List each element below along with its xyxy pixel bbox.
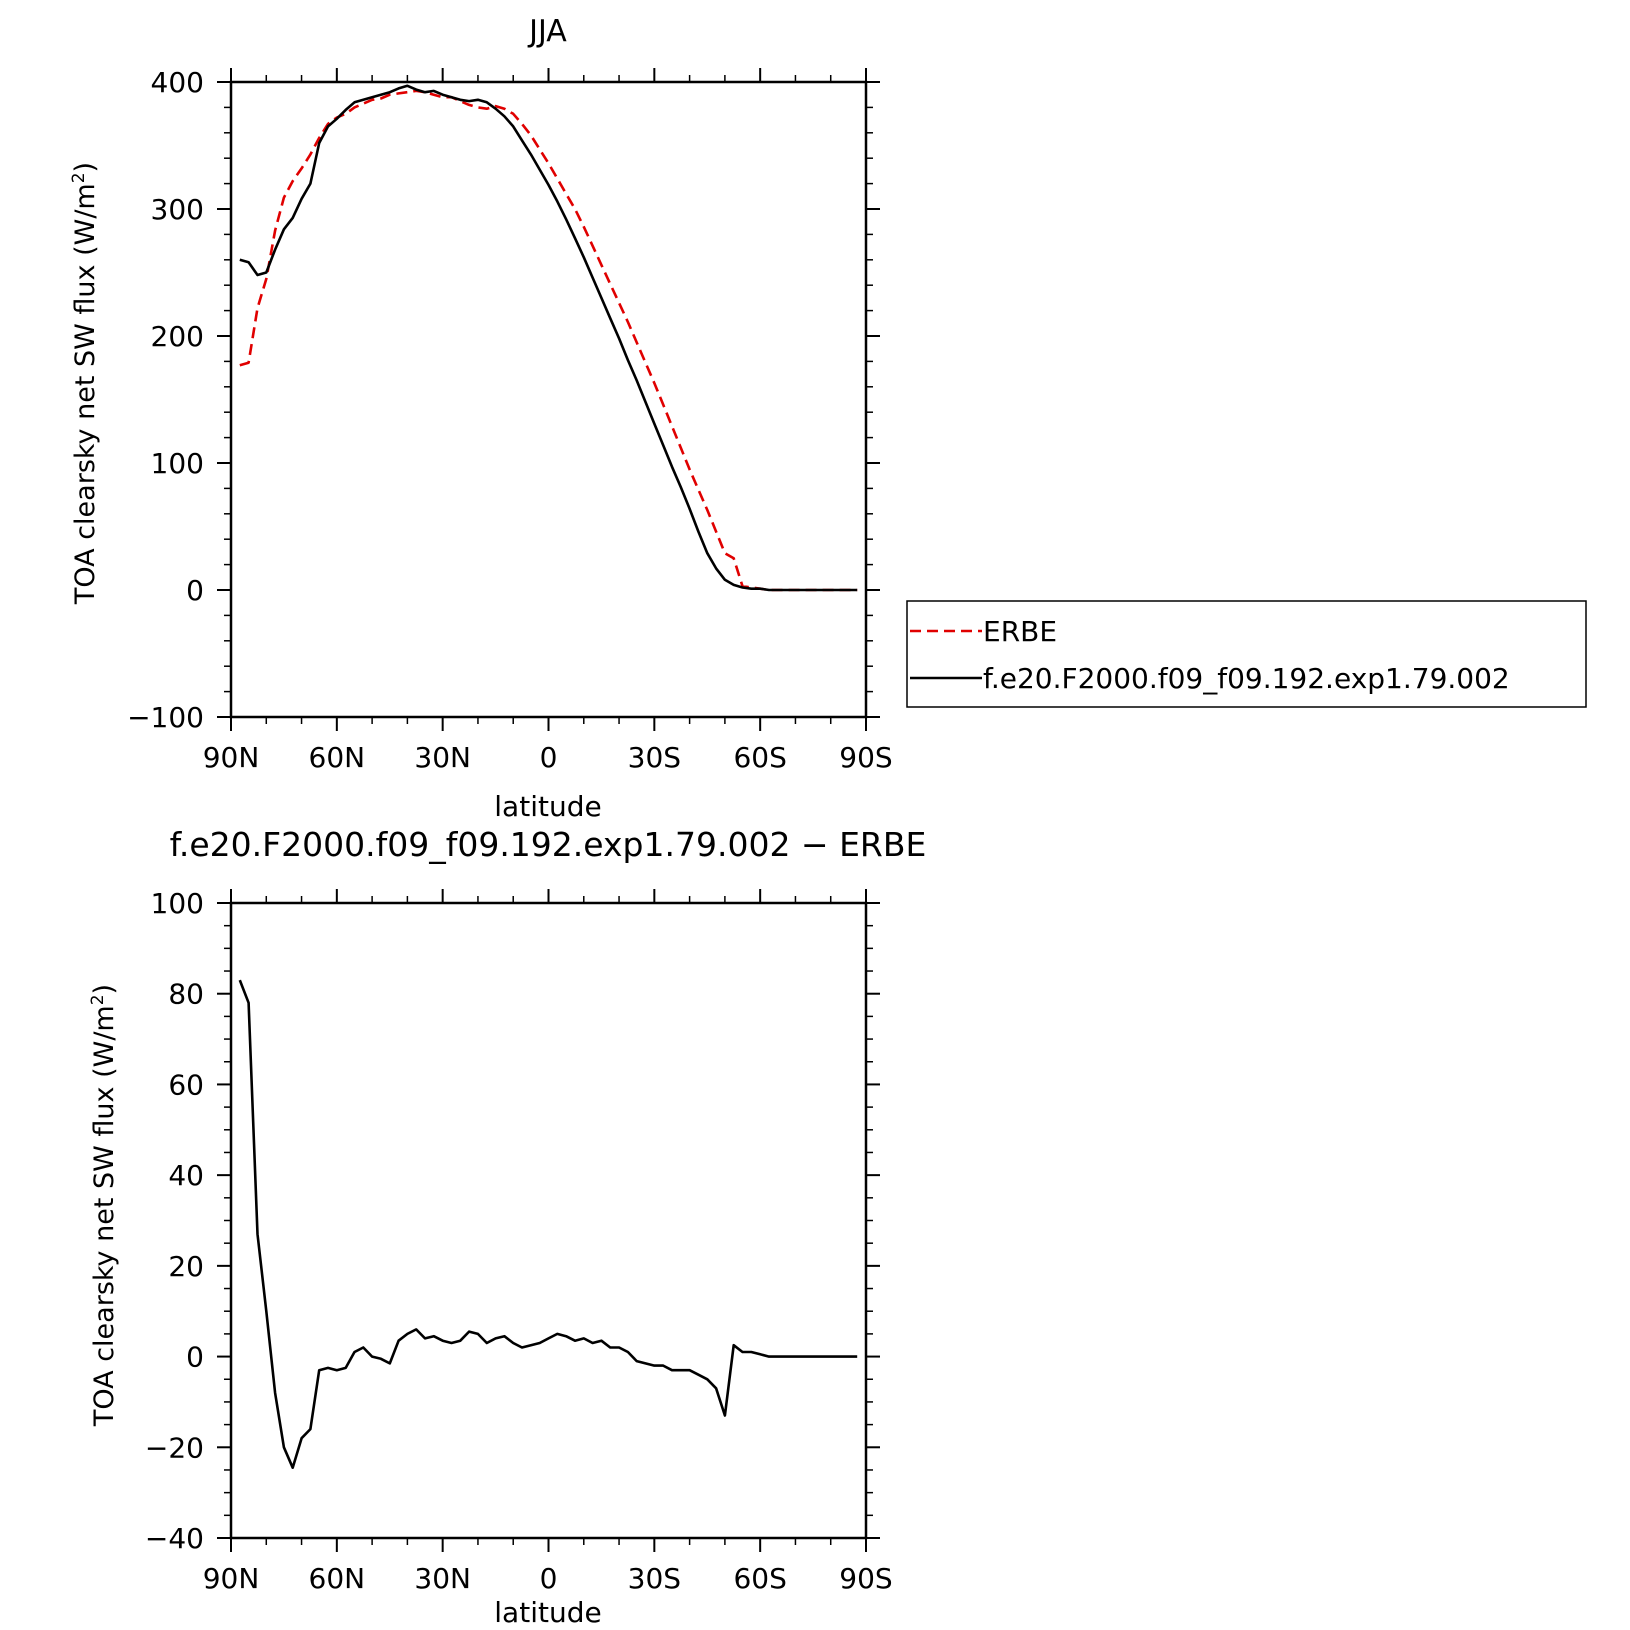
bottom-y-axis-label-main: TOA clearsky net SW flux (W/m [89, 1005, 120, 1427]
top-series-lines [239, 84, 858, 592]
x-tick-label: 0 [540, 741, 558, 774]
x-tick-label: 90N [203, 1562, 260, 1595]
legend-label-model: f.e20.F2000.f09_f09.192.exp1.79.002 [983, 662, 1510, 695]
y-tick-label: 80 [168, 978, 204, 1011]
top-panel: JJA latitude TOA clearsky net SW flux (W… [69, 14, 1587, 823]
y-tick-label: 200 [151, 320, 204, 353]
series-line-erbe [239, 89, 858, 592]
x-tick-label: 30S [628, 1562, 681, 1595]
x-tick-label: 90N [203, 741, 260, 774]
y-tick-label: 400 [151, 66, 204, 99]
top-axis-ticks [217, 68, 880, 731]
y-tick-label: 100 [151, 887, 204, 920]
top-x-axis-label: latitude [494, 790, 601, 823]
bottom-y-axis-label-sup: 2 [88, 994, 108, 1005]
series-line-model [239, 84, 858, 592]
x-tick-label: 60S [733, 741, 786, 774]
x-tick-label: 90S [839, 741, 892, 774]
y-tick-label: 40 [168, 1159, 204, 1192]
top-y-axis-label-main: TOA clearsky net SW flux (W/m [70, 183, 101, 605]
x-tick-label: 30S [628, 741, 681, 774]
legend-box [906, 600, 1587, 708]
y-tick-label: 300 [151, 193, 204, 226]
x-tick-label: 30N [414, 741, 471, 774]
y-tick-label: 0 [186, 574, 204, 607]
bottom-chart-title: f.e20.F2000.f09_f09.192.exp1.79.002 − ER… [170, 825, 927, 864]
x-tick-label: 60N [309, 1562, 366, 1595]
y-tick-label: 0 [186, 1341, 204, 1374]
legend-label-erbe: ERBE [983, 615, 1057, 648]
y-tick-label: 60 [168, 1068, 204, 1101]
x-tick-label: 90S [839, 1562, 892, 1595]
x-tick-label: 0 [540, 1562, 558, 1595]
bottom-y-axis-label-end: ) [89, 984, 120, 995]
top-y-axis-label: TOA clearsky net SW flux (W/m2) [69, 162, 101, 605]
y-tick-label: 100 [151, 447, 204, 480]
y-tick-label: −20 [145, 1431, 204, 1464]
bottom-panel: f.e20.F2000.f09_f09.192.exp1.79.002 − ER… [88, 825, 926, 1629]
bottom-tick-labels: 90N 60N 30N 0 30S 60S 90S −40 −20 0 20 40 60 80 100 [145, 887, 893, 1595]
bottom-x-axis-label: latitude [494, 1596, 601, 1629]
x-tick-label: 60S [733, 1562, 786, 1595]
y-tick-label: −100 [127, 701, 204, 734]
y-tick-label: 20 [168, 1250, 204, 1283]
top-tick-labels: 90N 60N 30N 0 30S 60S 90S −100 0 100 200 300 400 [127, 66, 893, 774]
top-chart-title: JJA [527, 14, 567, 49]
x-tick-label: 30N [414, 1562, 471, 1595]
top-y-axis-label-end: ) [70, 162, 101, 173]
y-tick-label: −40 [145, 1522, 204, 1555]
bottom-y-axis-label: TOA clearsky net SW flux (W/m2) [88, 984, 120, 1427]
bottom-plot-frame [229, 901, 868, 1540]
top-plot-frame [229, 80, 868, 719]
series-line-model [238, 979, 858, 1469]
top-y-axis-label-sup: 2 [69, 172, 89, 183]
legend: ERBE f.e20.F2000.f09_f09.192.exp1.79.002 [906, 600, 1587, 708]
bottom-axis-ticks [217, 889, 880, 1552]
bottom-series-lines [238, 979, 858, 1469]
x-tick-label: 60N [309, 741, 366, 774]
